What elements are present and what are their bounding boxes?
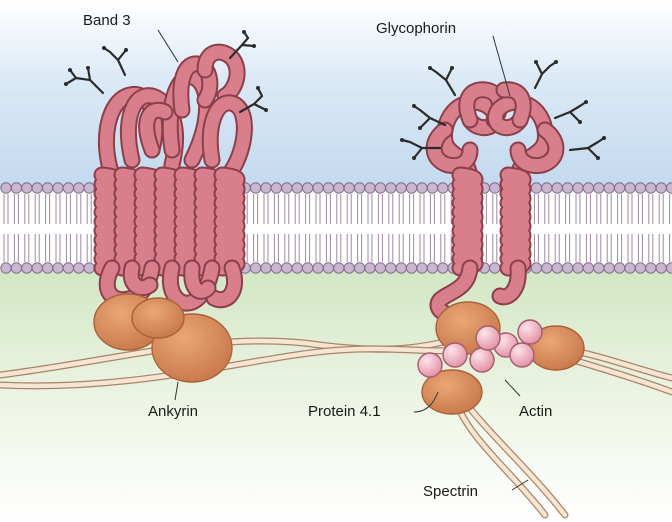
ankyrin-complex: [93, 293, 233, 383]
glycophorin-protein: [400, 60, 606, 415]
label-glycophorin: Glycophorin: [376, 20, 456, 37]
glycophorin-helices: [425, 81, 565, 324]
label-band3: Band 3: [83, 12, 131, 29]
label-spectrin: Spectrin: [423, 483, 478, 500]
label-protein-4-1: Protein 4.1: [308, 403, 381, 420]
band3-protein: [64, 30, 268, 383]
glycophorin-glycan-chains: [400, 60, 606, 160]
band3-glycan-chains: [64, 30, 268, 114]
label-ankyrin: Ankyrin: [148, 403, 198, 420]
leader-lines: [157, 29, 529, 491]
band3-helices: [93, 43, 253, 312]
actin-filament: [417, 319, 543, 378]
label-actin: Actin: [519, 403, 552, 420]
